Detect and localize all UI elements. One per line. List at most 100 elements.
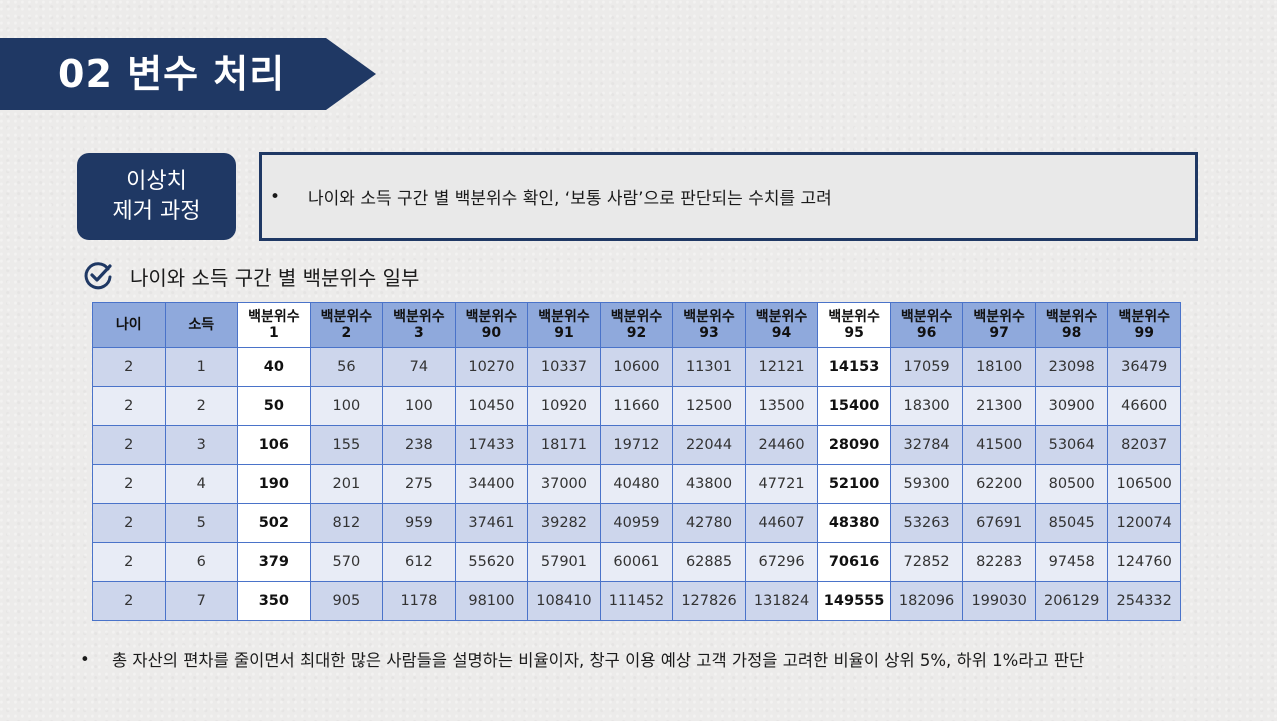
table-cell: 2 [92,425,166,465]
table-row: 2 1 40 56 74 10270 10337 10600 11301 12121 14153 17… [92,347,1181,387]
table-cell: 67296 [744,542,819,582]
table-cell: 14153 [817,347,891,387]
table-cell: 74 [382,347,456,387]
table-cell: 254332 [1107,581,1181,621]
table-cell: 62885 [672,542,746,582]
table-cell: 199030 [962,581,1036,621]
table-cell: 55620 [454,542,529,582]
table-cell: 46600 [1107,386,1181,426]
tag-line-1: 이상치 [126,168,187,194]
table-cell: 37000 [527,464,601,504]
table-cell: 959 [382,503,456,543]
table-cell: 12500 [672,386,746,426]
tag-line-2: 제거 과정 [112,198,201,224]
table-cell: 10920 [527,386,601,426]
section-banner [0,38,376,110]
table-cell: 2 [164,386,239,426]
table-cell: 44607 [744,503,819,543]
column-header: 백분위수 90 [454,302,529,348]
table-cell: 67691 [962,503,1036,543]
table-cell: 21300 [962,386,1036,426]
table-cell: 43800 [672,464,746,504]
column-header: 백분위수 97 [962,302,1036,348]
table-cell: 23098 [1034,347,1109,387]
table-cell: 10600 [599,347,674,387]
table-cell: 22044 [672,425,746,465]
table-cell: 108410 [527,581,601,621]
table-body: 2 1 40 56 74 10270 10337 10600 11301 12121 14153 17… [92,347,1181,621]
table-cell: 127826 [672,581,746,621]
table-cell: 149555 [817,581,891,621]
table-cell: 2 [92,503,166,543]
table-cell: 39282 [527,503,601,543]
footer-note: • 총 자산의 편차를 줄이면서 최대한 많은 사람들을 설명하는 비율이자, … [80,647,1084,671]
column-header: 백분위수 95 [817,302,891,348]
table-cell: 350 [237,581,311,621]
table-cell: 155 [309,425,384,465]
table-cell: 379 [237,542,311,582]
table-cell: 106 [237,425,311,465]
table-cell: 10450 [454,386,529,426]
check-circle-icon [84,262,112,290]
table-cell: 37461 [454,503,529,543]
table-row: 2 3 106 155 238 17433 18171 19712 22044 24460 2809… [92,425,1181,465]
section-title: 02 변수 처리 [58,52,286,96]
table-cell: 206129 [1034,581,1109,621]
table-cell: 19712 [599,425,674,465]
column-header: 백분위수 98 [1034,302,1109,348]
table-cell: 11660 [599,386,674,426]
table-cell: 570 [309,542,384,582]
table-header-row: 나이 소득 백분위수 1 백분위수 2 백분위수 3 백분위수 90 백분위수 91 백분위수 92 백분위… [92,302,1181,348]
table-cell: 7 [164,581,239,621]
table-row: 2 4 190 201 275 34400 37000 40480 43800 47721 5210… [92,464,1181,504]
table-cell: 238 [382,425,456,465]
table-cell: 41500 [962,425,1036,465]
table-cell: 18100 [962,347,1036,387]
table-cell: 131824 [744,581,819,621]
table-cell: 10270 [454,347,529,387]
table-cell: 28090 [817,425,891,465]
table-cell: 82283 [962,542,1036,582]
column-header: 백분위수 3 [382,302,456,348]
table-cell: 18300 [889,386,964,426]
table-cell: 97458 [1034,542,1109,582]
table-cell: 59300 [889,464,964,504]
subheading-text: 나이와 소득 구간 별 백분위수 일부 [130,265,420,290]
percentile-table: 나이 소득 백분위수 1 백분위수 2 백분위수 3 백분위수 90 백분위수 91 백분위수 92 백분위… [92,302,1181,621]
table-cell: 48380 [817,503,891,543]
table-cell: 12121 [744,347,819,387]
table-cell: 98100 [454,581,529,621]
table-cell: 53263 [889,503,964,543]
table-cell: 32784 [889,425,964,465]
table-cell: 275 [382,464,456,504]
table-cell: 11301 [672,347,746,387]
column-header: 백분위수 94 [744,302,819,348]
description-text: 나이와 소득 구간 별 백분위수 확인, ‘보통 사람’으로 판단되는 수치를 … [308,189,832,209]
table-cell: 905 [309,581,384,621]
table-cell: 2 [92,542,166,582]
table-cell: 124760 [1107,542,1181,582]
table-cell: 17059 [889,347,964,387]
process-tag: 이상치 제거 과정 [77,153,236,240]
table-cell: 50 [237,386,311,426]
table-cell: 502 [237,503,311,543]
table-cell: 34400 [454,464,529,504]
table-cell: 36479 [1107,347,1181,387]
table-cell: 17433 [454,425,529,465]
table-cell: 2 [92,347,166,387]
table-cell: 2 [92,581,166,621]
column-header: 소득 [164,302,239,348]
table-cell: 182096 [889,581,964,621]
table-cell: 100 [382,386,456,426]
table-cell: 201 [309,464,384,504]
table-row: 2 5 502 812 959 37461 39282 40959 42780 44607 4838… [92,503,1181,543]
column-header: 백분위수 91 [527,302,601,348]
table-cell: 40959 [599,503,674,543]
table-cell: 60061 [599,542,674,582]
table-cell: 100 [309,386,384,426]
table-row: 2 2 50 100 100 10450 10920 11660 12500 13500 15400… [92,386,1181,426]
table-cell: 80500 [1034,464,1109,504]
column-header: 백분위수 92 [599,302,674,348]
column-header: 나이 [92,302,166,348]
table-cell: 2 [92,386,166,426]
